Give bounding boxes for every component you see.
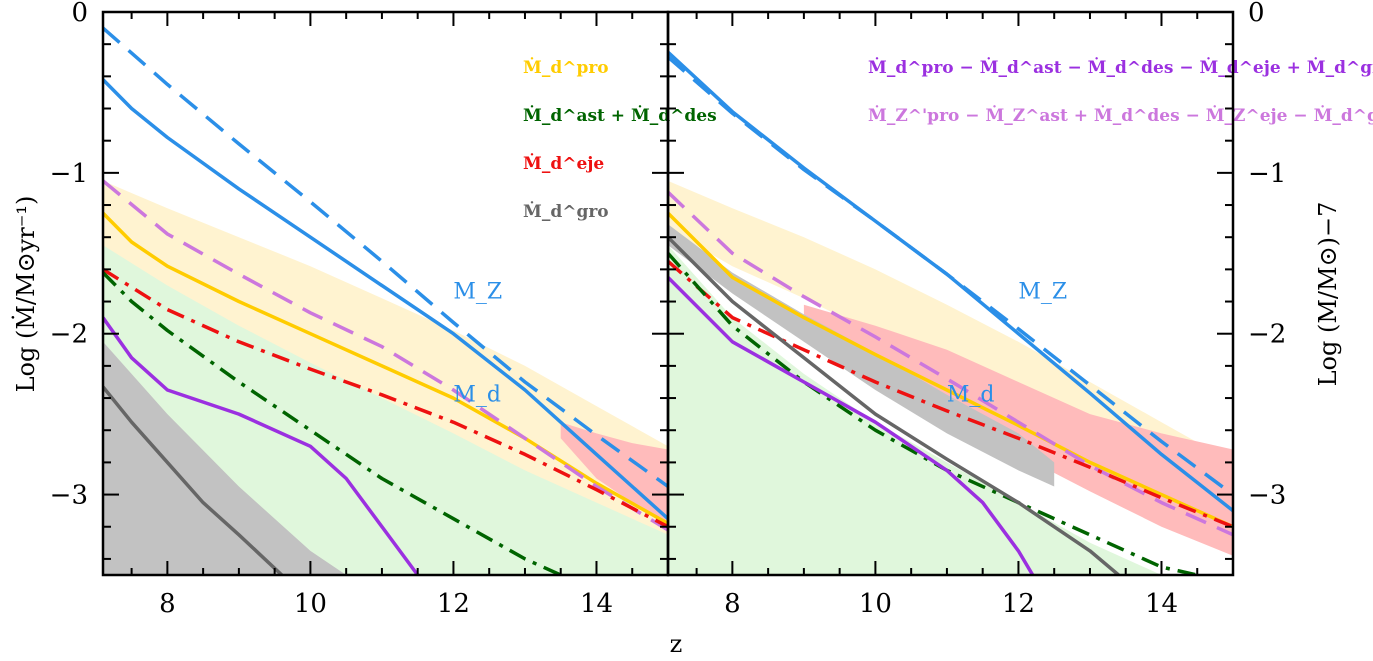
axis-tick-labels: 8 10 12 14 8 10 12 14 0 0 −1 −1 −2 −2 −3 −3: [50, 0, 1287, 619]
left-series-d-pro: [103, 211, 668, 526]
y-axis-label-left: Log (Ṁ/M⊙yr⁻¹): [11, 196, 40, 393]
right-bands: [668, 180, 1233, 575]
right-green-band: [668, 245, 1233, 575]
right-series: [668, 50, 1233, 575]
left-series-m-d: [103, 78, 668, 521]
left-curve-label-m-z: M_Z: [453, 279, 502, 304]
left-y-tick-label: −3: [50, 481, 88, 511]
left-legend-entry-0: Ṁ_d^pro: [523, 57, 609, 78]
axis-ticks: [103, 11, 1234, 575]
right-y-tick-label: −1: [1248, 159, 1286, 189]
right-x-tick-label: 10: [859, 589, 892, 619]
right-y-tick-label: 0: [1248, 0, 1265, 28]
left-series-m-z: [103, 26, 668, 488]
right-series-d-eje: [668, 259, 1233, 529]
right-y-tick-label: −2: [1248, 320, 1286, 350]
right-panel: M_Z M_d Ṁ_d^pro − Ṁ_d^ast − Ṁ_d^des − Ṁ_d…: [668, 50, 1373, 575]
left-y-tick-label: −2: [50, 320, 88, 350]
right-series-m-d: [668, 50, 1233, 513]
left-series-d-eje: [103, 267, 668, 529]
right-curve-label-m-z: M_Z: [1018, 279, 1067, 304]
right-legend-entry-1: Ṁ_Z^'pro − Ṁ_Z^ast + Ṁ_d^des − Ṁ_Z^eje −…: [868, 105, 1373, 126]
right-series-d-pro: [668, 211, 1233, 529]
left-yellow-band: [103, 180, 668, 543]
left-y-tick-label: 0: [71, 0, 88, 28]
right-curve-label-m-d: M_d: [947, 382, 995, 407]
left-x-tick-label: 14: [580, 589, 613, 619]
left-series-purple-net: [103, 316, 420, 575]
right-legend-entry-0: Ṁ_d^pro − Ṁ_d^ast − Ṁ_d^des − Ṁ_d^eje + …: [868, 57, 1373, 78]
left-curve-label-m-d: M_d: [453, 382, 501, 407]
right-series-d-gro: [668, 235, 1120, 575]
left-legend-entry-3: Ṁ_d^gro: [523, 201, 609, 222]
left-series-d-ast-d-des: [103, 271, 562, 575]
right-gray-band: [668, 224, 1055, 487]
right-x-tick-label: 14: [1145, 589, 1178, 619]
left-series: [103, 26, 668, 575]
right-x-tick-label: 12: [1002, 589, 1035, 619]
left-curve-labels: M_Z M_d: [453, 279, 502, 407]
y-axis-label-right: Log (M/M⊙)−7: [1314, 202, 1342, 387]
left-x-tick-label: 12: [437, 589, 470, 619]
left-series-d-gro: [103, 385, 283, 575]
right-legend: Ṁ_d^pro − Ṁ_d^ast − Ṁ_d^des − Ṁ_d^eje + …: [868, 57, 1373, 126]
left-legend: Ṁ_d^pro Ṁ_d^ast + Ṁ_d^des Ṁ_d^eje Ṁ_d^gro: [523, 57, 717, 222]
left-y-tick-label: −1: [50, 159, 88, 189]
right-series-purple-net: [668, 276, 1035, 575]
right-red-band: [803, 304, 1233, 556]
right-plot-frame: [666, 10, 1235, 577]
left-legend-entry-1: Ṁ_d^ast + Ṁ_d^des: [523, 105, 717, 126]
left-x-tick-label: 8: [159, 589, 176, 619]
left-legend-entry-2: Ṁ_d^eje: [523, 153, 604, 174]
right-series-total-net-dust: [668, 190, 1233, 537]
left-gray-band: [103, 341, 347, 575]
right-y-tick-label: −3: [1248, 481, 1286, 511]
x-axis-label: z: [670, 630, 683, 658]
left-x-tick-label: 10: [294, 589, 327, 619]
right-x-tick-label: 8: [724, 589, 741, 619]
left-bands: [103, 180, 668, 575]
right-curve-labels: M_Z M_d: [947, 279, 1067, 407]
left-series-total-net-dust: [103, 179, 668, 532]
